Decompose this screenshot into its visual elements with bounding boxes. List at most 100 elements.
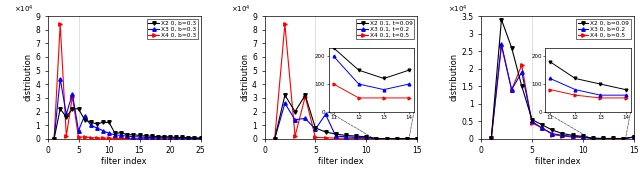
X4 0.1, t=0.5 bbox=[352, 137, 360, 140]
X3 0, b=0.3 bbox=[191, 137, 198, 139]
X3 0, b=0.2 bbox=[548, 132, 556, 135]
X3 0, b=0.3 bbox=[124, 135, 131, 137]
X3 0, b=0.2 bbox=[559, 134, 566, 136]
X3 0, b=0.3 bbox=[172, 137, 180, 139]
X2 0, b=0.09 bbox=[548, 129, 556, 131]
X3 0.1, t=0.2 bbox=[342, 136, 349, 138]
X4 0.1, t=0.5 bbox=[403, 138, 411, 140]
X2 0, b=0.3 bbox=[154, 136, 162, 138]
X4 0, b=0.3 bbox=[56, 23, 64, 25]
Text: $\times10^4$: $\times10^4$ bbox=[447, 4, 467, 15]
X4 0, b=0.3 bbox=[124, 137, 131, 140]
X4 0, b=0.5 bbox=[528, 122, 536, 124]
X-axis label: filter index: filter index bbox=[101, 157, 147, 166]
X2 0, b=0.3 bbox=[68, 108, 76, 110]
X3 0, b=0.2 bbox=[508, 89, 515, 91]
X2 0, b=0.09 bbox=[528, 119, 536, 121]
X3 0, b=0.3 bbox=[51, 138, 58, 140]
X2 0.1, t=0.09 bbox=[301, 94, 309, 96]
X4 0, b=0.5 bbox=[559, 135, 566, 137]
X2 0, b=0.3 bbox=[63, 116, 70, 118]
X3 0, b=0.3 bbox=[81, 115, 88, 117]
X4 0.1, t=0.5 bbox=[383, 138, 390, 140]
X2 0.1, t=0.09 bbox=[393, 138, 401, 140]
Bar bbox=[591, 138, 625, 139]
X2 0.1, t=0.09 bbox=[322, 131, 330, 133]
X4 0, b=0.5 bbox=[569, 136, 577, 138]
X2 0, b=0.3 bbox=[124, 134, 131, 136]
X3 0, b=0.3 bbox=[56, 78, 64, 80]
X3 0, b=0.3 bbox=[142, 136, 150, 138]
X2 0, b=0.09 bbox=[630, 136, 637, 138]
X4 0, b=0.5 bbox=[630, 136, 637, 138]
X3 0.1, t=0.2 bbox=[312, 128, 319, 130]
X3 0, b=0.3 bbox=[160, 137, 168, 139]
X2 0.1, t=0.09 bbox=[372, 137, 380, 140]
X3 0, b=0.2 bbox=[528, 120, 536, 122]
X3 0, b=0.2 bbox=[589, 137, 596, 140]
X4 0, b=0.3 bbox=[148, 138, 156, 140]
X4 0, b=0.3 bbox=[184, 138, 192, 140]
X2 0, b=0.3 bbox=[136, 134, 143, 137]
X2 0, b=0.09 bbox=[569, 134, 577, 136]
X2 0.1, t=0.09 bbox=[383, 138, 390, 140]
Legend: X2 0.1, t=0.09, X3 0.1, t=0.2, X4 0.1, t=0.5: X2 0.1, t=0.09, X3 0.1, t=0.2, X4 0.1, t… bbox=[355, 19, 414, 40]
X4 0, b=0.5 bbox=[620, 138, 627, 140]
X4 0, b=0.5 bbox=[609, 138, 617, 140]
X2 0.1, t=0.09 bbox=[362, 136, 370, 138]
X3 0, b=0.3 bbox=[179, 137, 186, 139]
X4 0, b=0.3 bbox=[179, 138, 186, 140]
X3 0, b=0.2 bbox=[579, 136, 587, 138]
X3 0, b=0.3 bbox=[154, 137, 162, 139]
X2 0, b=0.09 bbox=[497, 19, 505, 21]
X2 0, b=0.3 bbox=[196, 137, 204, 139]
X2 0, b=0.3 bbox=[75, 108, 83, 110]
X4 0, b=0.5 bbox=[497, 45, 505, 47]
Line: X4 0, b=0.5: X4 0, b=0.5 bbox=[490, 44, 636, 140]
X4 0.1, t=0.5 bbox=[413, 138, 421, 140]
X4 0, b=0.3 bbox=[51, 138, 58, 140]
X4 0, b=0.5 bbox=[589, 137, 596, 140]
X2 0, b=0.3 bbox=[160, 136, 168, 138]
X4 0, b=0.5 bbox=[579, 136, 587, 138]
X2 0, b=0.09 bbox=[579, 135, 587, 137]
X3 0, b=0.2 bbox=[630, 136, 637, 138]
X4 0.1, t=0.5 bbox=[322, 137, 330, 139]
X-axis label: filter index: filter index bbox=[534, 157, 580, 166]
X3 0.1, t=0.2 bbox=[322, 113, 330, 115]
X4 0, b=0.3 bbox=[142, 138, 150, 140]
X2 0.1, t=0.09 bbox=[271, 138, 278, 140]
X4 0.1, t=0.5 bbox=[281, 23, 289, 25]
Line: X3 0.1, t=0.2: X3 0.1, t=0.2 bbox=[273, 102, 419, 140]
X4 0, b=0.5 bbox=[508, 89, 515, 91]
X4 0.1, t=0.5 bbox=[312, 136, 319, 138]
X2 0, b=0.3 bbox=[179, 136, 186, 138]
X3 0.1, t=0.2 bbox=[352, 136, 360, 138]
X3 0, b=0.2 bbox=[599, 137, 607, 140]
Text: $\times10^4$: $\times10^4$ bbox=[231, 4, 251, 15]
X4 0.1, t=0.5 bbox=[332, 137, 340, 139]
X2 0, b=0.09 bbox=[518, 85, 525, 87]
X3 0, b=0.3 bbox=[99, 130, 107, 132]
X3 0.1, t=0.2 bbox=[362, 137, 370, 139]
X3 0.1, t=0.2 bbox=[383, 138, 390, 140]
Line: X2 0.1, t=0.09: X2 0.1, t=0.09 bbox=[273, 93, 419, 140]
X3 0, b=0.2 bbox=[620, 138, 627, 140]
X4 0, b=0.3 bbox=[160, 138, 168, 140]
Text: $\times10^4$: $\times10^4$ bbox=[15, 4, 34, 15]
X2 0, b=0.3 bbox=[87, 121, 95, 124]
X2 0, b=0.3 bbox=[56, 108, 64, 110]
X4 0.1, t=0.5 bbox=[301, 95, 309, 98]
X3 0, b=0.3 bbox=[136, 136, 143, 138]
X3 0.1, t=0.2 bbox=[291, 119, 299, 121]
X3 0, b=0.3 bbox=[129, 136, 137, 138]
X2 0, b=0.09 bbox=[488, 137, 495, 140]
Line: X4 0.1, t=0.5: X4 0.1, t=0.5 bbox=[273, 22, 419, 140]
Y-axis label: distribution: distribution bbox=[240, 53, 249, 101]
X2 0.1, t=0.09 bbox=[332, 133, 340, 135]
X4 0, b=0.5 bbox=[488, 137, 495, 140]
X3 0.1, t=0.2 bbox=[281, 102, 289, 104]
X3 0, b=0.3 bbox=[75, 130, 83, 132]
X4 0, b=0.5 bbox=[548, 134, 556, 136]
X4 0, b=0.3 bbox=[136, 138, 143, 140]
